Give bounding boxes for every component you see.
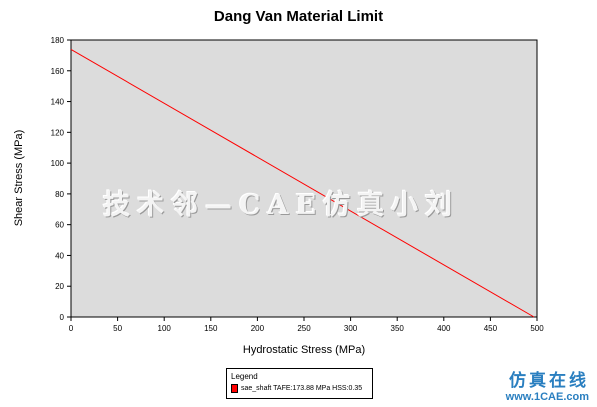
chart-title: Dang Van Material Limit	[213, 8, 384, 25]
x-tick-label: 50	[113, 324, 122, 333]
legend-entry-label: sae_shaft TAFE:173.88 MPa HSS:0.35	[241, 385, 363, 392]
y-tick-label: 0	[60, 313, 65, 322]
x-tick-label: 400	[437, 324, 451, 333]
y-tick-label: 120	[51, 128, 65, 137]
brand-logo: 仿真在线 www.1CAE.com	[506, 366, 589, 403]
y-tick-label: 100	[51, 159, 65, 168]
x-tick-label: 300	[344, 324, 358, 333]
legend-entry: sae_shaft TAFE:173.88 MPa HSS:0.35	[231, 384, 362, 393]
x-tick-label: 200	[251, 324, 265, 333]
x-tick-label: 450	[484, 324, 498, 333]
series-line	[70, 48, 535, 318]
y-tick-label: 160	[51, 67, 65, 76]
x-tick-label: 100	[158, 324, 172, 333]
brand-url: www.1CAE.com	[505, 391, 589, 403]
y-tick-label: 40	[55, 251, 64, 260]
y-axis-label: Shear Stress (MPa)	[13, 129, 25, 227]
y-tick-label: 140	[51, 98, 65, 107]
y-tick-label: 180	[51, 36, 65, 45]
watermark-text: 技术邻—CAE仿真小刘	[103, 190, 460, 221]
x-tick-label: 150	[204, 324, 218, 333]
x-tick-label: 250	[297, 324, 311, 333]
y-tick-label: 80	[55, 190, 64, 199]
x-tick-label: 350	[391, 324, 405, 333]
y-tick-label: 20	[55, 282, 64, 291]
x-tick-label: 0	[69, 324, 74, 333]
legend-box: Legend sae_shaft TAFE:173.88 MPa HSS:0.3…	[226, 368, 373, 399]
legend-swatch	[231, 384, 238, 393]
legend-title: Legend	[231, 372, 258, 381]
plot-area	[70, 39, 538, 318]
x-tick-label: 500	[530, 324, 544, 333]
x-axis-label: Hydrostatic Stress (MPa)	[242, 344, 366, 356]
brand-name: 仿真在线	[509, 371, 589, 391]
y-tick-label: 60	[55, 221, 64, 230]
